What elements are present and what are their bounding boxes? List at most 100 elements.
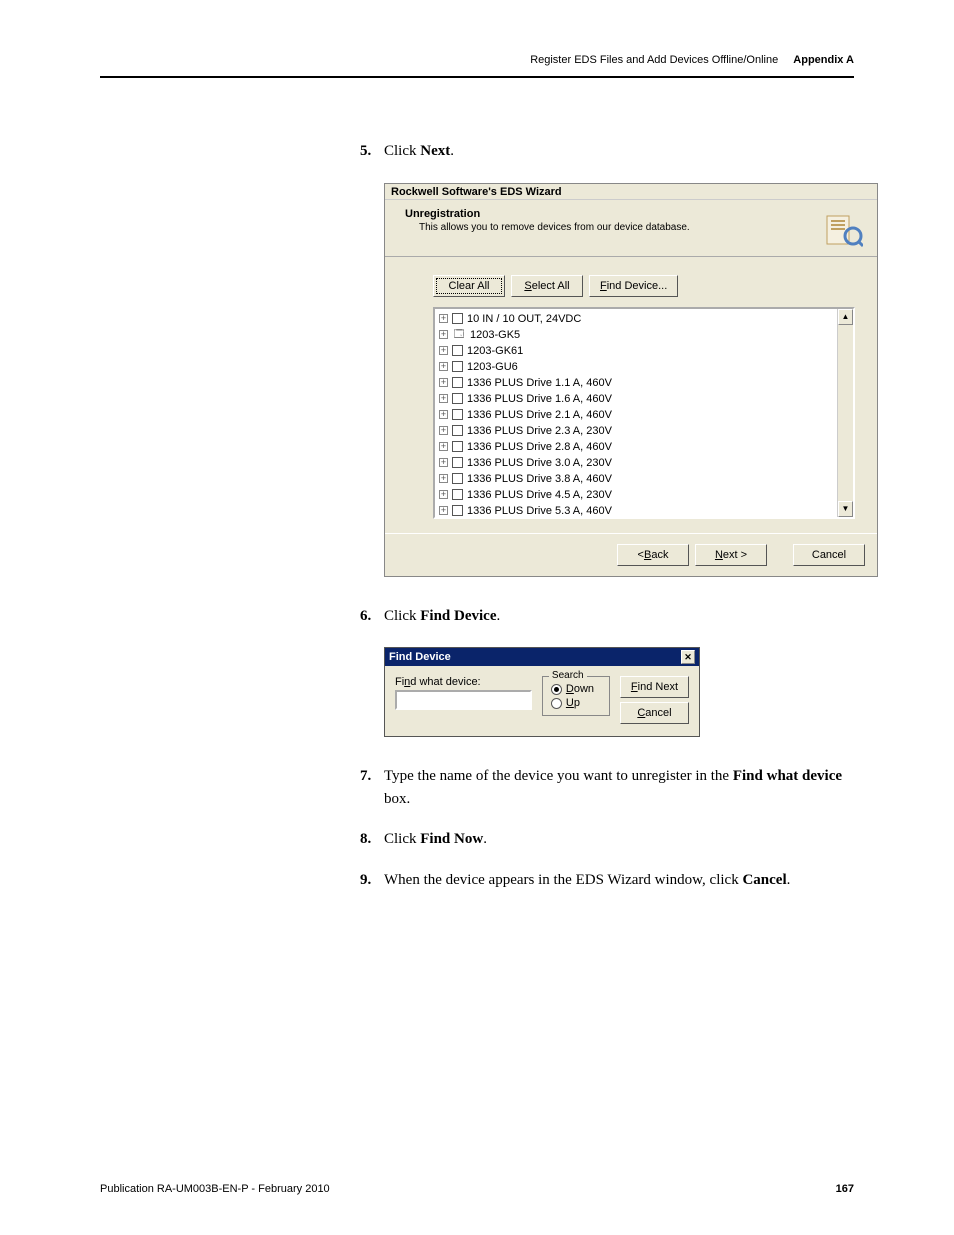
- step-8-text: Click Find Now.: [384, 828, 854, 851]
- expand-icon[interactable]: +: [439, 378, 448, 387]
- device-tree[interactable]: +10 IN / 10 OUT, 24VDC +🗔1203-GK5 +1203-…: [433, 307, 855, 519]
- checkbox[interactable]: [452, 361, 463, 372]
- radio-up-row[interactable]: Up: [551, 697, 601, 709]
- page-footer: Publication RA-UM003B-EN-P - February 20…: [100, 1183, 854, 1195]
- tree-label: 1336 PLUS Drive 1.1 A, 460V: [467, 375, 612, 391]
- step-6-text: Click Find Device.: [384, 605, 854, 628]
- radio-up[interactable]: [551, 698, 562, 709]
- find-device-button[interactable]: Find Device...: [589, 275, 678, 297]
- checkbox[interactable]: [452, 313, 463, 324]
- tree-row[interactable]: +1336 PLUS Drive 2.8 A, 460V: [439, 439, 849, 455]
- cancel-button[interactable]: Cancel: [793, 544, 865, 566]
- step-9-bold: Cancel: [742, 872, 786, 888]
- tree-label: 1203-GK61: [467, 343, 523, 359]
- findnext-post: ind Next: [638, 681, 678, 693]
- expand-icon[interactable]: +: [439, 506, 448, 515]
- tree-label: 1336 PLUS Drive 5.3 A, 460V: [467, 503, 612, 519]
- checkbox[interactable]: [452, 345, 463, 356]
- step-num-6: 6.: [360, 605, 384, 628]
- wizard-icon: [821, 208, 865, 252]
- expand-icon[interactable]: +: [439, 442, 448, 451]
- findcancel-u: C: [637, 707, 645, 719]
- tree-label: 1336 PLUS Drive 1.6 A, 460V: [467, 391, 612, 407]
- find-cancel-button[interactable]: Cancel: [620, 702, 689, 724]
- tree-label: 1336 PLUS Drive 2.1 A, 460V: [467, 407, 612, 423]
- tree-label: 1336 PLUS Drive 3.8 A, 460V: [467, 471, 612, 487]
- step-8-pre: Click: [384, 831, 420, 847]
- spacer: [773, 544, 787, 566]
- tree-row[interactable]: +1203-GK61: [439, 343, 849, 359]
- step-5: 5. Click Next.: [360, 140, 854, 163]
- tree-row[interactable]: +1336 PLUS Drive 1.6 A, 460V: [439, 391, 849, 407]
- checkbox[interactable]: [452, 377, 463, 388]
- close-icon[interactable]: ✕: [681, 650, 695, 664]
- find-next-button[interactable]: Find Next: [620, 676, 689, 698]
- checkbox[interactable]: [452, 457, 463, 468]
- expand-icon[interactable]: +: [439, 362, 448, 371]
- step-8-bold: Find Now: [420, 831, 483, 847]
- tree-row[interactable]: +1336 PLUS Drive 2.1 A, 460V: [439, 407, 849, 423]
- findnext-u: F: [631, 681, 638, 693]
- expand-icon[interactable]: +: [439, 314, 448, 323]
- page-header: Register EDS Files and Add Devices Offli…: [530, 54, 854, 66]
- expand-icon[interactable]: +: [439, 346, 448, 355]
- scroll-up-icon[interactable]: ▲: [838, 309, 853, 325]
- main-content: 5. Click Next. Rockwell Software's EDS W…: [360, 140, 854, 909]
- find-what-input[interactable]: [395, 690, 532, 710]
- tree-label: 10 IN / 10 OUT, 24VDC: [467, 311, 581, 327]
- expand-icon[interactable]: +: [439, 458, 448, 467]
- device-tree-list: +10 IN / 10 OUT, 24VDC +🗔1203-GK5 +1203-…: [435, 309, 853, 519]
- tree-row[interactable]: +1336 PLUS Drive 5.3 A, 460V: [439, 503, 849, 519]
- tree-row[interactable]: +🗔1203-GK5: [439, 327, 849, 343]
- next-button[interactable]: Next >: [695, 544, 767, 566]
- step-7-pre: Type the name of the device you want to …: [384, 768, 733, 784]
- find-titlebar: Find Device ✕: [385, 648, 699, 666]
- search-group-title: Search: [549, 670, 587, 681]
- tree-row[interactable]: +1336 PLUS Drive 4.5 A, 230V: [439, 487, 849, 503]
- wizard-button-row: Clear All Select All Find Device...: [433, 275, 855, 297]
- page-number: 167: [836, 1183, 854, 1195]
- wizard-header-text: Unregistration This allows you to remove…: [405, 208, 821, 252]
- find-body: Find what device: Search Down Up Find Ne…: [385, 666, 699, 736]
- search-direction-group: Search Down Up: [542, 676, 610, 716]
- tree-row[interactable]: +1336 PLUS Drive 1.1 A, 460V: [439, 375, 849, 391]
- expand-icon[interactable]: +: [439, 410, 448, 419]
- checkbox[interactable]: [452, 441, 463, 452]
- next-post: ext >: [723, 549, 747, 561]
- radio-down[interactable]: [551, 684, 562, 695]
- tree-scrollbar[interactable]: ▲ ▼: [837, 309, 853, 517]
- tree-row[interactable]: +1203-GU6: [439, 359, 849, 375]
- checkbox[interactable]: [452, 473, 463, 484]
- radio-down-row[interactable]: Down: [551, 683, 601, 695]
- checkbox[interactable]: [452, 409, 463, 420]
- checkbox[interactable]: [452, 489, 463, 500]
- tree-row[interactable]: +1336 PLUS Drive 3.0 A, 230V: [439, 455, 849, 471]
- back-button[interactable]: < Back: [617, 544, 689, 566]
- tree-label: 1336 PLUS Drive 2.3 A, 230V: [467, 423, 612, 439]
- find-device-label: ind Device...: [607, 280, 668, 292]
- step-9-text: When the device appears in the EDS Wizar…: [384, 869, 854, 892]
- step-5-text: Click Next.: [384, 140, 854, 163]
- wizard-footer: < Back Next > Cancel: [385, 533, 877, 576]
- expand-icon[interactable]: +: [439, 330, 448, 339]
- wizard-header: Unregistration This allows you to remove…: [385, 200, 877, 257]
- wizard-titlebar: Rockwell Software's EDS Wizard: [385, 184, 877, 200]
- select-all-button[interactable]: Select All: [511, 275, 583, 297]
- step-9: 9. When the device appears in the EDS Wi…: [360, 869, 854, 892]
- wizard-header-title: Unregistration: [405, 208, 821, 220]
- scroll-down-icon[interactable]: ▼: [838, 501, 853, 517]
- expand-icon[interactable]: +: [439, 426, 448, 435]
- tree-row[interactable]: +1336 PLUS Drive 2.3 A, 230V: [439, 423, 849, 439]
- expand-icon[interactable]: +: [439, 490, 448, 499]
- checkbox[interactable]: [452, 425, 463, 436]
- checkbox[interactable]: [452, 393, 463, 404]
- step-5-post: .: [450, 143, 454, 159]
- step-7-post: box.: [384, 791, 410, 807]
- eds-wizard-dialog: Rockwell Software's EDS Wizard Unregistr…: [384, 183, 878, 577]
- tree-row[interactable]: +10 IN / 10 OUT, 24VDC: [439, 311, 849, 327]
- checkbox[interactable]: [452, 505, 463, 516]
- expand-icon[interactable]: +: [439, 474, 448, 483]
- tree-row[interactable]: +1336 PLUS Drive 3.8 A, 460V: [439, 471, 849, 487]
- expand-icon[interactable]: +: [439, 394, 448, 403]
- clear-all-button[interactable]: Clear All: [433, 275, 505, 297]
